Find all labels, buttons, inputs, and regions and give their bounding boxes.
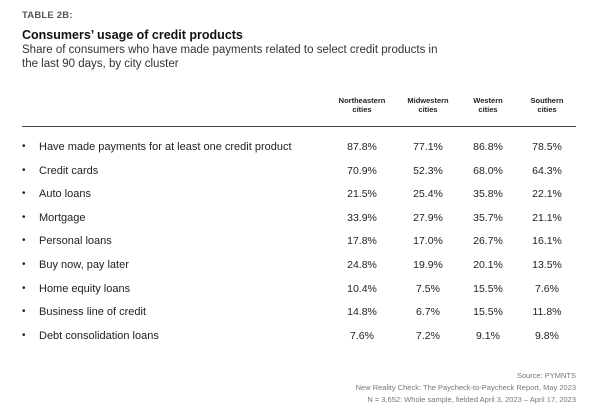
cell-northeastern: 33.9% [347, 211, 377, 224]
cell-western: 26.7% [473, 235, 503, 248]
cell-northeastern: 10.4% [347, 282, 377, 295]
table-row: • Debt consolidation loans 7.6% 7.2% 9.1… [22, 325, 576, 349]
cell-western: 20.1% [473, 259, 503, 271]
source-sample-note: N = 3,652: Whole sample, fielded April 3… [367, 395, 576, 404]
cell-midwestern: 6.7% [416, 306, 440, 319]
cell-midwestern: 27.9% [413, 211, 443, 224]
column-header-line: Northeastern [338, 96, 386, 105]
column-header-line: Southern [530, 96, 564, 105]
bullet: • [22, 259, 26, 270]
cell-midwestern: 77.1% [413, 141, 443, 153]
cell-western: 15.5% [473, 306, 503, 319]
cell-western: 68.0% [473, 164, 503, 177]
cell-northeastern: 21.5% [347, 188, 377, 201]
cell-southern: 7.6% [535, 282, 559, 295]
row-label: Auto loans [39, 188, 91, 201]
column-header-southern: Southern cities [512, 96, 582, 114]
cell-northeastern: 17.8% [347, 235, 377, 248]
cell-western: 35.8% [473, 188, 503, 201]
column-header-line: cities [537, 105, 557, 114]
cell-southern: 21.1% [532, 211, 562, 224]
table-row: • Home equity loans 10.4% 7.5% 15.5% 7.6… [22, 278, 576, 302]
row-label: Buy now, pay later [39, 259, 129, 271]
cell-southern: 64.3% [532, 164, 562, 177]
cell-western: 9.1% [476, 329, 500, 342]
table-row: • Have made payments for at least one cr… [22, 136, 576, 160]
row-label: Personal loans [39, 235, 112, 248]
cell-northeastern: 70.9% [347, 164, 377, 177]
cell-southern: 78.5% [532, 141, 562, 153]
row-label: Business line of credit [39, 306, 146, 319]
column-header-line: Midwestern [407, 96, 449, 105]
column-header-midwestern: Midwestern cities [393, 96, 463, 114]
bullet: • [22, 188, 26, 200]
header-divider [22, 126, 576, 127]
cell-northeastern: 14.8% [347, 306, 377, 319]
bullet: • [22, 164, 26, 176]
cell-northeastern: 7.6% [350, 329, 374, 342]
source-report-title: New Reality Check: The Paycheck-to-Paych… [355, 383, 576, 392]
cell-midwestern: 25.4% [413, 188, 443, 201]
bullet: • [22, 211, 26, 223]
table-row: • Buy now, pay later 24.8% 19.9% 20.1% 1… [22, 254, 576, 278]
row-label: Home equity loans [39, 282, 131, 295]
table-row: • Business line of credit 14.8% 6.7% 15.… [22, 301, 576, 325]
column-header-line: Western [473, 96, 503, 105]
cell-midwestern: 7.2% [416, 329, 440, 342]
column-header-line: cities [478, 105, 498, 114]
bullet: • [22, 141, 26, 152]
cell-southern: 13.5% [532, 259, 562, 271]
cell-southern: 16.1% [532, 235, 562, 248]
bullet: • [22, 235, 26, 247]
table-subtitle: Share of consumers who have made payment… [22, 44, 438, 70]
cell-western: 15.5% [473, 282, 503, 295]
row-label: Credit cards [39, 164, 99, 177]
cell-midwestern: 19.9% [413, 259, 443, 271]
cell-northeastern: 87.8% [347, 141, 377, 153]
column-header-northeastern: Northeastern cities [327, 96, 397, 114]
column-header-line: cities [418, 105, 438, 114]
table-row: • Credit cards 70.9% 52.3% 68.0% 64.3% [22, 160, 576, 184]
cell-southern: 11.8% [532, 306, 562, 319]
table-row: • Personal loans 17.8% 17.0% 26.7% 16.1% [22, 230, 576, 254]
column-header-western: Western cities [453, 96, 523, 114]
bullet: • [22, 282, 26, 294]
table-row: • Auto loans 21.5% 25.4% 35.8% 22.1% [22, 183, 576, 207]
cell-western: 35.7% [473, 211, 503, 224]
row-label: Have made payments for at least one cred… [39, 141, 292, 153]
table-label: TABLE 2B: [22, 10, 73, 21]
cell-northeastern: 24.8% [347, 259, 377, 271]
cell-midwestern: 7.5% [416, 282, 440, 295]
row-label: Debt consolidation loans [39, 329, 159, 342]
cell-southern: 22.1% [532, 188, 562, 201]
cell-midwestern: 17.0% [413, 235, 443, 248]
source-credit: Source: PYMNTS [516, 371, 576, 380]
column-header-line: cities [352, 105, 372, 114]
cell-midwestern: 52.3% [413, 164, 443, 177]
cell-western: 86.8% [473, 141, 503, 153]
cell-southern: 9.8% [535, 329, 559, 342]
bullet: • [22, 306, 26, 318]
bullet: • [22, 329, 26, 341]
table-title: Consumers’ usage of credit products [22, 28, 243, 42]
row-label: Mortgage [39, 211, 86, 224]
table-row: • Mortgage 33.9% 27.9% 35.7% 21.1% [22, 207, 576, 231]
